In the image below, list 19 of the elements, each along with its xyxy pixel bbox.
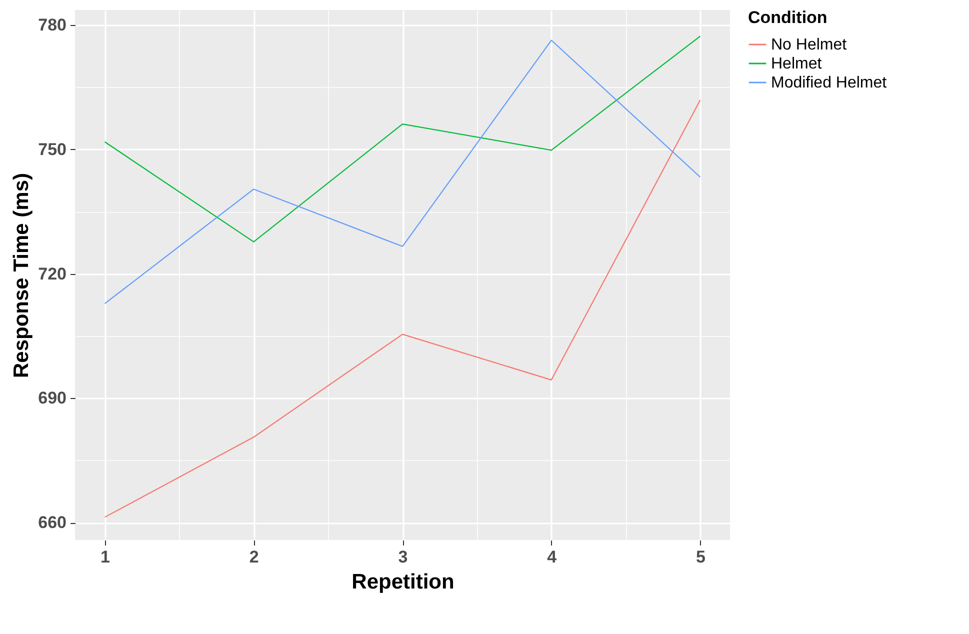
line-series [104, 36, 701, 242]
legend-label: No Helmet [771, 36, 848, 54]
x-tick-label: 3 [398, 548, 408, 566]
y-tick-label: 660 [38, 513, 66, 532]
y-tick-label: 690 [38, 388, 66, 408]
y-axis-title: Response Time (ms) [10, 172, 34, 378]
x-tick-label: 2 [249, 548, 259, 566]
line-series [104, 40, 701, 304]
x-tick-label: 5 [696, 548, 706, 566]
x-tick-label: 1 [100, 548, 110, 566]
x-tick-label: 4 [547, 548, 558, 566]
legend-label: Helmet [771, 56, 822, 72]
legend-title: Condition [748, 8, 828, 27]
y-tick-label: 780 [38, 15, 66, 34]
x-axis-title: Repetition [352, 570, 454, 594]
legend-label: Modified Helmet [771, 74, 888, 92]
line-series [104, 99, 701, 518]
y-tick-label: 750 [38, 140, 66, 159]
y-tick-label: 720 [38, 264, 66, 284]
